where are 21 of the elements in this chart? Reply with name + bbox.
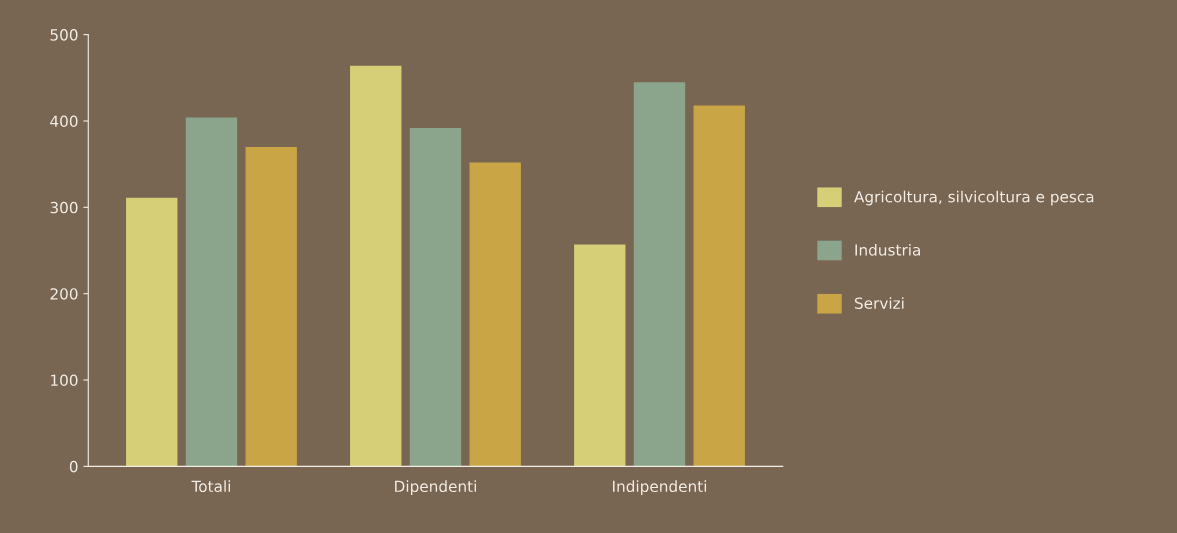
- bar: [185, 117, 238, 467]
- legend-label: Servizi: [854, 297, 904, 309]
- x-tick-label: Totali: [191, 480, 231, 493]
- y-tick-label: 0: [69, 460, 78, 473]
- y-tick-label: 100: [51, 374, 78, 387]
- legend-label: Industria: [855, 243, 920, 256]
- y-tick-label: 500: [50, 29, 78, 41]
- legend-label: Agricoltura, silvicoltura e pesca: [854, 190, 1094, 206]
- bar: [469, 162, 521, 467]
- x-tick-label: Indipendenti: [613, 480, 707, 496]
- bar: [126, 197, 178, 467]
- bar: [693, 105, 745, 467]
- bar: [633, 82, 686, 467]
- y-tick-label: 200: [50, 288, 78, 300]
- y-tick-label: 400: [50, 115, 78, 128]
- bar: [245, 146, 297, 467]
- y-tick-label: 300: [50, 201, 78, 214]
- bar: [409, 127, 462, 467]
- x-tick-label: Dipendenti: [395, 480, 476, 496]
- bar: [574, 244, 626, 467]
- bar: [350, 65, 402, 467]
